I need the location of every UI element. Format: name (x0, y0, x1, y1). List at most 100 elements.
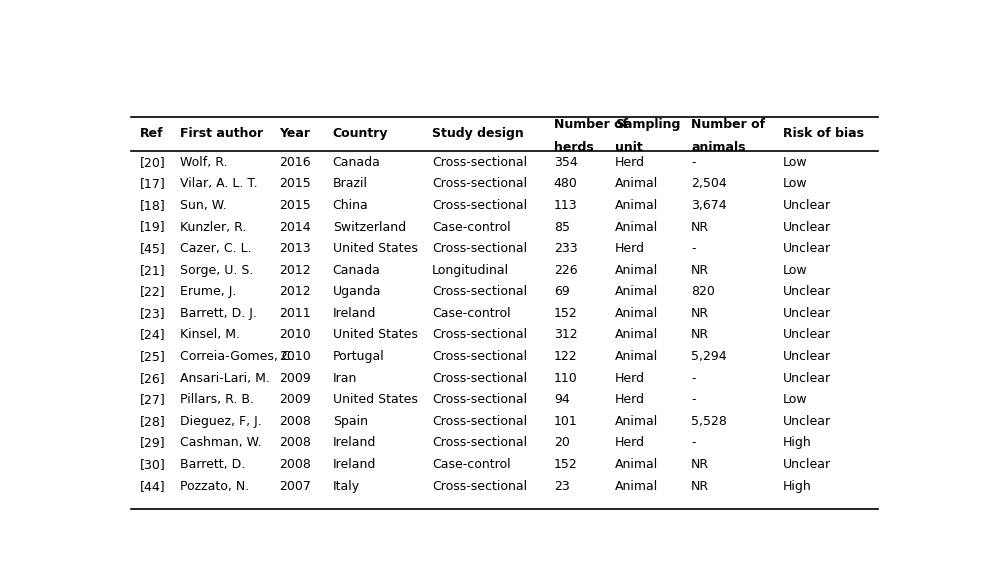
Text: First author: First author (180, 127, 264, 140)
Text: Ref: Ref (140, 127, 163, 140)
Text: Brazil: Brazil (333, 178, 368, 190)
Text: [28]: [28] (140, 415, 165, 428)
Text: [29]: [29] (140, 436, 165, 449)
Text: 94: 94 (554, 393, 570, 406)
Text: NR: NR (691, 307, 709, 320)
Text: Case-control: Case-control (432, 221, 511, 234)
Text: 23: 23 (554, 479, 570, 492)
Text: Unclear: Unclear (782, 458, 830, 471)
Text: Unclear: Unclear (782, 415, 830, 428)
Text: 5,528: 5,528 (691, 415, 727, 428)
Text: -: - (691, 371, 696, 385)
Text: Animal: Animal (615, 199, 658, 212)
Text: Kinsel, M.: Kinsel, M. (180, 328, 240, 342)
Text: Herd: Herd (615, 242, 645, 255)
Text: Animal: Animal (615, 264, 658, 277)
Text: Unclear: Unclear (782, 350, 830, 363)
Text: Number of: Number of (691, 118, 766, 131)
Text: Animal: Animal (615, 350, 658, 363)
Text: NR: NR (691, 479, 709, 492)
Text: [30]: [30] (140, 458, 165, 471)
Text: 233: 233 (554, 242, 578, 255)
Text: Portugal: Portugal (333, 350, 385, 363)
Text: Unclear: Unclear (782, 328, 830, 342)
Text: 2008: 2008 (279, 415, 311, 428)
Text: -: - (691, 393, 696, 406)
Text: 2016: 2016 (279, 156, 311, 169)
Text: -: - (691, 242, 696, 255)
Text: Cross-sectional: Cross-sectional (432, 479, 527, 492)
Text: 2013: 2013 (279, 242, 311, 255)
Text: Pillars, R. B.: Pillars, R. B. (180, 393, 254, 406)
Text: Cazer, C. L.: Cazer, C. L. (180, 242, 252, 255)
Text: 2012: 2012 (279, 285, 311, 298)
Text: Case-control: Case-control (432, 458, 511, 471)
Text: Correia-Gomes, C.: Correia-Gomes, C. (180, 350, 295, 363)
Text: 101: 101 (554, 415, 578, 428)
Text: Unclear: Unclear (782, 371, 830, 385)
Text: 2014: 2014 (279, 221, 311, 234)
Text: Sorge, U. S.: Sorge, U. S. (180, 264, 254, 277)
Text: Herd: Herd (615, 436, 645, 449)
Text: Low: Low (782, 178, 807, 190)
Text: Number of: Number of (554, 118, 628, 131)
Text: 2015: 2015 (279, 199, 311, 212)
Text: 2009: 2009 (279, 371, 311, 385)
Text: 480: 480 (554, 178, 578, 190)
Text: [19]: [19] (140, 221, 165, 234)
Text: animals: animals (691, 141, 746, 154)
Text: Animal: Animal (615, 328, 658, 342)
Text: -: - (691, 156, 696, 169)
Text: Switzerland: Switzerland (333, 221, 405, 234)
Text: Cross-sectional: Cross-sectional (432, 242, 527, 255)
Text: Unclear: Unclear (782, 242, 830, 255)
Text: 2008: 2008 (279, 458, 311, 471)
Text: Canada: Canada (333, 156, 381, 169)
Text: [24]: [24] (140, 328, 165, 342)
Text: 110: 110 (554, 371, 578, 385)
Text: Animal: Animal (615, 178, 658, 190)
Text: 3,674: 3,674 (691, 199, 727, 212)
Text: 2008: 2008 (279, 436, 311, 449)
Text: Cashman, W.: Cashman, W. (180, 436, 262, 449)
Text: Herd: Herd (615, 156, 645, 169)
Text: 122: 122 (554, 350, 578, 363)
Text: [23]: [23] (140, 307, 165, 320)
Text: Cross-sectional: Cross-sectional (432, 156, 527, 169)
Text: Animal: Animal (615, 415, 658, 428)
Text: Unclear: Unclear (782, 199, 830, 212)
Text: Dieguez, F, J.: Dieguez, F, J. (180, 415, 262, 428)
Text: herds: herds (554, 141, 593, 154)
Text: Country: Country (333, 127, 389, 140)
Text: Study design: Study design (432, 127, 523, 140)
Text: China: China (333, 199, 368, 212)
Text: Sun, W.: Sun, W. (180, 199, 227, 212)
Text: 820: 820 (691, 285, 715, 298)
Text: Animal: Animal (615, 221, 658, 234)
Text: Case-control: Case-control (432, 307, 511, 320)
Text: Uganda: Uganda (333, 285, 381, 298)
Text: NR: NR (691, 264, 709, 277)
Text: Pozzato, N.: Pozzato, N. (180, 479, 250, 492)
Text: Unclear: Unclear (782, 221, 830, 234)
Text: Herd: Herd (615, 371, 645, 385)
Text: Ireland: Ireland (333, 458, 376, 471)
Text: Barrett, D. J.: Barrett, D. J. (180, 307, 257, 320)
Text: 2010: 2010 (279, 350, 311, 363)
Text: Animal: Animal (615, 285, 658, 298)
Text: Cross-sectional: Cross-sectional (432, 199, 527, 212)
Text: Canada: Canada (333, 264, 381, 277)
Text: 5,294: 5,294 (691, 350, 727, 363)
Text: 20: 20 (554, 436, 570, 449)
Text: Animal: Animal (615, 458, 658, 471)
Text: Kunzler, R.: Kunzler, R. (180, 221, 247, 234)
Text: 226: 226 (554, 264, 578, 277)
Text: Italy: Italy (333, 479, 360, 492)
Text: Vilar, A. L. T.: Vilar, A. L. T. (180, 178, 258, 190)
Text: 152: 152 (554, 307, 578, 320)
Text: 69: 69 (554, 285, 570, 298)
Text: Low: Low (782, 156, 807, 169)
Text: NR: NR (691, 221, 709, 234)
Text: Ireland: Ireland (333, 436, 376, 449)
Text: Spain: Spain (333, 415, 368, 428)
